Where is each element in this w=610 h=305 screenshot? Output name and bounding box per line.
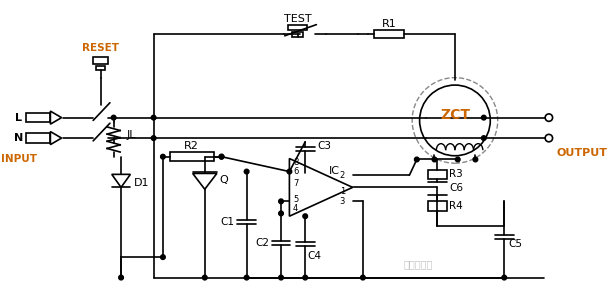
Text: 3: 3 <box>340 197 345 206</box>
Circle shape <box>160 154 165 159</box>
Circle shape <box>151 136 156 140</box>
Circle shape <box>481 136 486 140</box>
Circle shape <box>361 275 365 280</box>
Text: L: L <box>15 113 23 123</box>
Text: TEST: TEST <box>284 14 312 24</box>
Text: R2: R2 <box>184 141 199 151</box>
Text: INPUT: INPUT <box>1 153 37 163</box>
Text: D1: D1 <box>134 178 149 188</box>
Circle shape <box>279 199 284 204</box>
Circle shape <box>203 275 207 280</box>
Circle shape <box>219 154 224 159</box>
Text: N: N <box>14 133 23 143</box>
Circle shape <box>279 211 284 216</box>
Circle shape <box>219 154 224 159</box>
Text: 2: 2 <box>340 171 345 180</box>
Text: 1: 1 <box>340 187 345 196</box>
Circle shape <box>414 157 419 162</box>
Circle shape <box>287 169 292 174</box>
Circle shape <box>303 214 307 218</box>
Text: 4: 4 <box>293 204 298 213</box>
Circle shape <box>303 275 307 280</box>
Text: 5: 5 <box>293 195 298 204</box>
Text: OUTPUT: OUTPUT <box>556 148 608 158</box>
Text: R4: R4 <box>450 201 463 211</box>
Text: C5: C5 <box>508 239 522 249</box>
Text: C2: C2 <box>255 238 269 248</box>
Text: JL: JL <box>127 130 136 140</box>
Text: C1: C1 <box>221 217 234 227</box>
Circle shape <box>502 275 506 280</box>
Circle shape <box>151 115 156 120</box>
Text: 旺金微电子: 旺金微电子 <box>404 260 433 270</box>
Text: Q: Q <box>220 175 228 185</box>
Text: IC: IC <box>328 166 339 176</box>
Text: 7: 7 <box>293 179 298 188</box>
Text: 6: 6 <box>293 167 298 176</box>
Text: C3: C3 <box>317 142 331 152</box>
Circle shape <box>481 115 486 120</box>
Circle shape <box>244 169 249 174</box>
Text: 8: 8 <box>293 158 298 167</box>
Circle shape <box>111 115 116 120</box>
Circle shape <box>473 157 478 162</box>
Text: ZCT: ZCT <box>440 108 470 122</box>
Circle shape <box>432 157 437 162</box>
Circle shape <box>244 275 249 280</box>
Text: C6: C6 <box>450 183 464 193</box>
Text: RESET: RESET <box>82 43 119 53</box>
Circle shape <box>279 275 284 280</box>
Text: R1: R1 <box>381 19 396 29</box>
Circle shape <box>160 255 165 260</box>
Text: C4: C4 <box>307 251 321 261</box>
Circle shape <box>119 275 123 280</box>
Circle shape <box>456 157 460 162</box>
Text: R3: R3 <box>450 169 463 179</box>
